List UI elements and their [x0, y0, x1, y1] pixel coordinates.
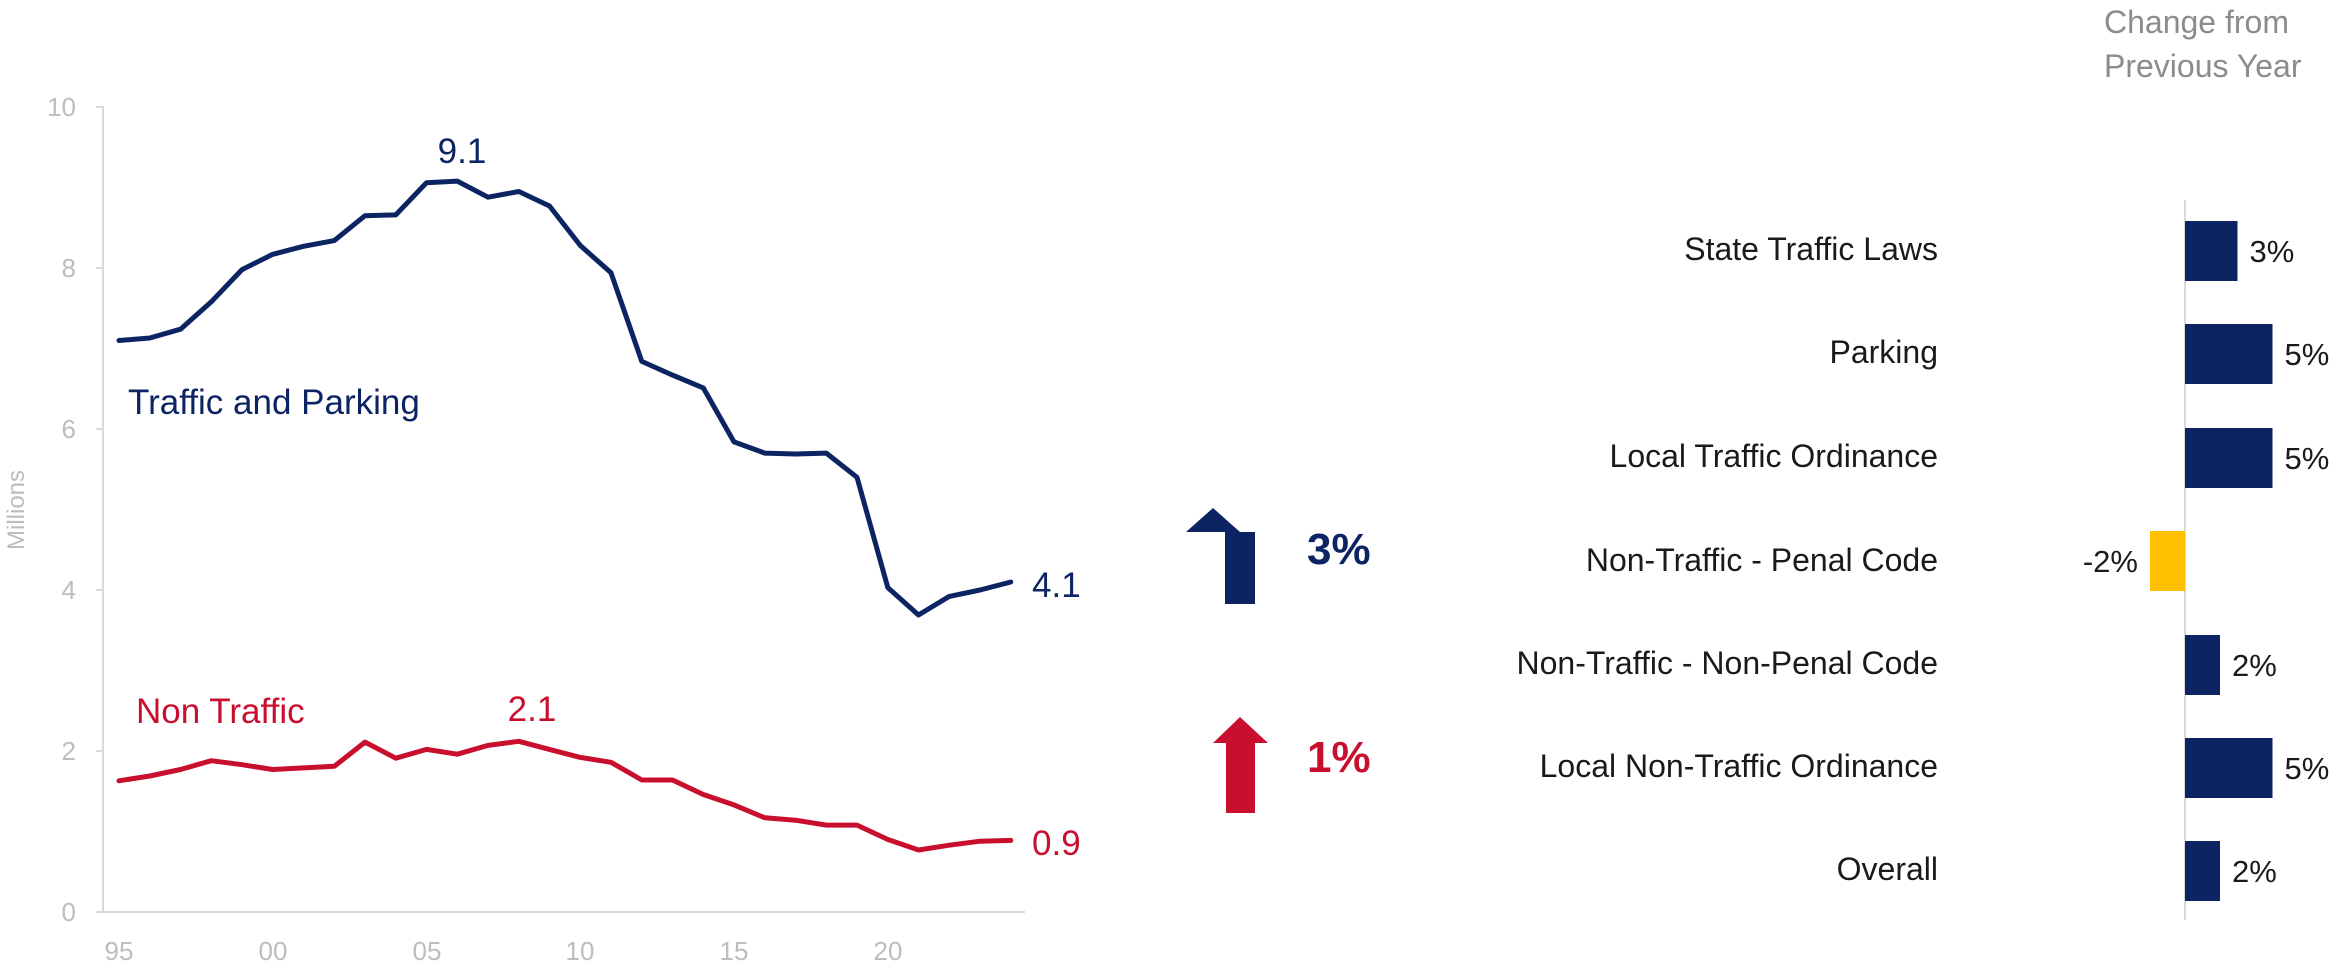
- change-arrows: 3% 1%: [1186, 508, 1371, 813]
- traffic-series-label: Traffic and Parking: [128, 383, 420, 422]
- bar-value-label: 5%: [2285, 337, 2330, 372]
- bar-category-label: Local Non-Traffic Ordinance: [1540, 748, 1938, 784]
- bar-chart-header-line2: Previous Year: [2104, 48, 2302, 84]
- non-traffic-end-label: 0.9: [1032, 824, 1081, 863]
- bar-category-label: State Traffic Laws: [1684, 231, 1938, 267]
- traffic-parking-series-line: [116, 178, 1014, 618]
- bar: [2185, 635, 2220, 695]
- traffic-up-arrow-icon: [1186, 508, 1255, 604]
- bar-chart: Change from Previous Year State Traffic …: [1516, 4, 2329, 920]
- x-tick-label: 05: [413, 936, 442, 966]
- bar: [2185, 738, 2273, 798]
- x-tick-label: 20: [874, 936, 903, 966]
- bar-category-label: Local Traffic Ordinance: [1610, 438, 1938, 474]
- bar-value-label: 3%: [2250, 234, 2295, 269]
- x-tick-label: 15: [720, 936, 749, 966]
- bar-category-label: Non-Traffic - Penal Code: [1586, 542, 1938, 578]
- traffic-peak-label: 9.1: [438, 132, 487, 171]
- bar-row: Non-Traffic - Penal Code -2%: [1586, 531, 2185, 591]
- non-traffic-change-label: 1%: [1307, 733, 1371, 782]
- bar-chart-header-line1: Change from: [2104, 4, 2289, 40]
- y-tick-label: 8: [62, 253, 76, 283]
- bar-row: Overall 2%: [1837, 841, 2277, 901]
- x-tick-label: 10: [566, 936, 595, 966]
- bar: [2185, 841, 2220, 901]
- traffic-change-label: 3%: [1307, 525, 1371, 574]
- x-ticks: 95 00 05 10 15 20: [105, 936, 903, 966]
- bar: [2185, 221, 2238, 281]
- y-tick-label: 6: [62, 414, 76, 444]
- y-tick-label: 0: [62, 897, 76, 927]
- y-axis-label: Millions: [3, 470, 30, 550]
- bar-row: State Traffic Laws 3%: [1684, 221, 2294, 281]
- bar-row: Local Traffic Ordinance 5%: [1610, 428, 2330, 488]
- non-traffic-series-line: [116, 738, 1014, 853]
- bar-row: Local Non-Traffic Ordinance 5%: [1540, 738, 2330, 798]
- x-tick-label: 00: [259, 936, 288, 966]
- y-tick-label: 4: [62, 575, 76, 605]
- y-ticks: 0 2 4 6 8 10: [47, 92, 103, 927]
- bar-value-label: -2%: [2083, 544, 2138, 579]
- non-traffic-up-arrow-icon: [1213, 717, 1268, 813]
- bar-value-label: 2%: [2232, 648, 2277, 683]
- non-traffic-series-label: Non Traffic: [136, 692, 305, 731]
- bar-value-label: 5%: [2285, 441, 2330, 476]
- non-traffic-peak-label: 2.1: [508, 690, 557, 729]
- y-tick-label: 10: [47, 92, 76, 122]
- bar: [2185, 324, 2273, 384]
- bar-value-label: 2%: [2232, 854, 2277, 889]
- bar-category-label: Parking: [1830, 334, 1939, 370]
- bar-category-label: Non-Traffic - Non-Penal Code: [1516, 645, 1938, 681]
- traffic-end-label: 4.1: [1032, 566, 1081, 605]
- bar-value-label: 5%: [2285, 751, 2330, 786]
- bar-row: Parking 5%: [1830, 324, 2330, 384]
- bar-category-label: Overall: [1837, 851, 1938, 887]
- line-chart: 0 2 4 6 8 10 Millions 95 00 05 10 15 20 …: [3, 92, 1081, 966]
- bar: [2185, 428, 2273, 488]
- bar: [2150, 531, 2185, 591]
- x-tick-label: 95: [105, 936, 134, 966]
- bar-row: Non-Traffic - Non-Penal Code 2%: [1516, 635, 2277, 695]
- y-tick-label: 2: [62, 736, 76, 766]
